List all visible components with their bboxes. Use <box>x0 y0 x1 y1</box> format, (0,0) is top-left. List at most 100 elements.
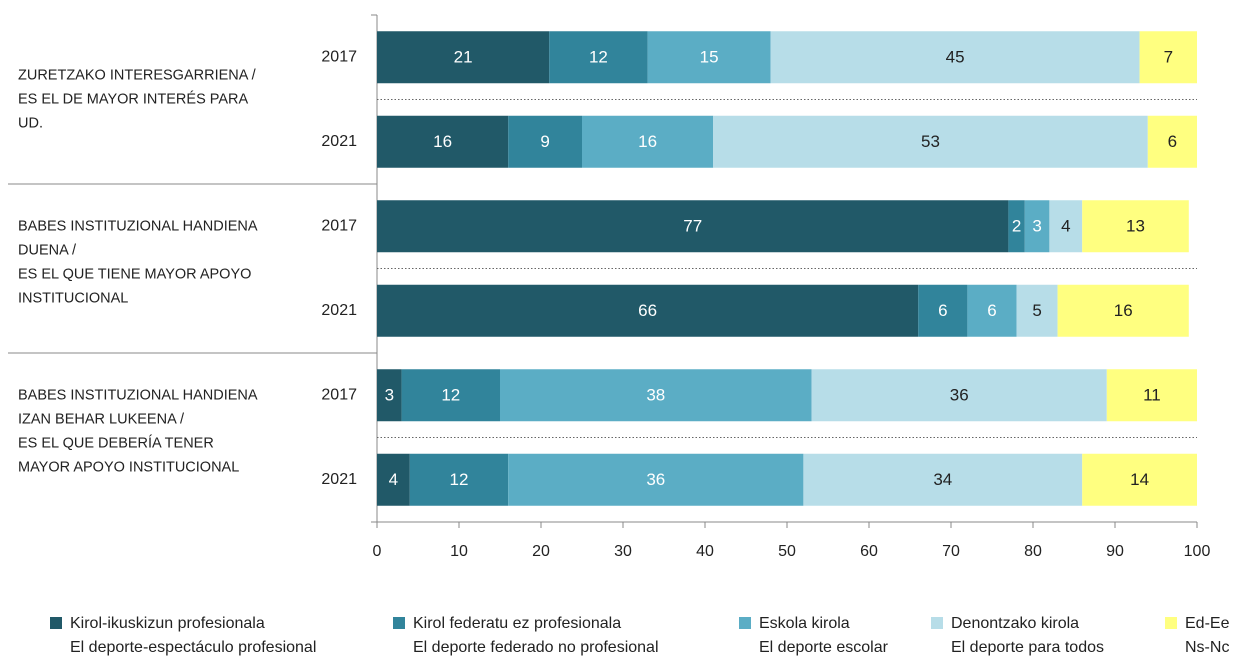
data-label: 6 <box>987 301 996 320</box>
group-label: BABES INSTITUZIONAL HANDIENA <box>18 387 258 403</box>
data-label: 77 <box>683 217 702 236</box>
data-label: 5 <box>1032 301 1041 320</box>
data-label: 6 <box>1168 132 1177 151</box>
data-label: 21 <box>454 48 473 67</box>
data-label: 11 <box>1143 386 1161 405</box>
x-tick-label: 80 <box>1024 543 1042 560</box>
bar-segment <box>377 284 919 337</box>
data-label: 36 <box>646 470 665 489</box>
x-tick-label: 70 <box>942 543 960 560</box>
data-label: 13 <box>1126 217 1145 236</box>
legend-label: El deporte escolar <box>759 639 889 656</box>
data-label: 6 <box>938 301 947 320</box>
legend-label: Kirol-ikuskizun profesionala <box>70 615 265 632</box>
bar-segment <box>647 31 771 84</box>
bar-segment <box>770 31 1140 84</box>
bar-segment <box>508 115 582 168</box>
x-tick-label: 0 <box>373 543 382 560</box>
data-label: 7 <box>1164 48 1173 67</box>
data-label: 3 <box>1032 217 1041 236</box>
legend-swatch <box>393 617 405 629</box>
legend-label: Kirol federatu ez profesionala <box>413 615 621 632</box>
bar-segment <box>1024 200 1050 253</box>
bar-segment <box>377 200 1009 253</box>
x-tick-label: 30 <box>614 543 632 560</box>
legend-label: Ed-Ee <box>1185 615 1230 632</box>
bar-segment <box>1057 284 1189 337</box>
bar-segment <box>508 453 804 506</box>
bar-segment <box>1016 284 1058 337</box>
data-label: 14 <box>1130 470 1149 489</box>
data-label: 16 <box>638 132 657 151</box>
group-label: IZAN BEHAR LUKEENA / <box>18 411 185 427</box>
x-tick-label: 60 <box>860 543 878 560</box>
legend-label: Denontzako kirola <box>951 615 1079 632</box>
bar-segment <box>918 284 968 337</box>
data-label: 66 <box>638 301 657 320</box>
legend-swatch <box>739 617 751 629</box>
bar-segment <box>1147 115 1197 168</box>
legend-label: Ns-Nc <box>1185 639 1229 656</box>
y-tick-label: 2017 <box>321 48 357 65</box>
data-label: 15 <box>700 48 719 67</box>
data-label: 12 <box>450 470 469 489</box>
y-tick-label: 2021 <box>321 133 357 150</box>
group-label: ES EL QUE TIENE MAYOR APOYO <box>18 266 251 282</box>
group-label: BABES INSTITUZIONAL HANDIENA <box>18 218 258 234</box>
legend-swatch <box>50 617 62 629</box>
x-tick-label: 100 <box>1184 543 1211 560</box>
bar-segment <box>500 369 812 422</box>
data-label: 16 <box>433 132 452 151</box>
legend-label: El deporte federado no profesional <box>413 639 659 656</box>
legend-swatch <box>931 617 943 629</box>
x-tick-label: 90 <box>1106 543 1124 560</box>
bar-segment <box>1049 200 1083 253</box>
x-tick-label: 20 <box>532 543 550 560</box>
x-tick-label: 50 <box>778 543 796 560</box>
data-label: 38 <box>646 386 665 405</box>
y-tick-label: 2021 <box>321 471 357 488</box>
bar-segment <box>401 369 500 422</box>
legend-swatch <box>1165 617 1177 629</box>
legend-label: Eskola kirola <box>759 615 850 632</box>
group-label: MAYOR APOYO INSTITUCIONAL <box>18 459 239 475</box>
bar-segment <box>803 453 1083 506</box>
group-label: UD. <box>18 115 43 131</box>
legend-label: El deporte para todos <box>951 639 1104 656</box>
bar-segment <box>967 284 1017 337</box>
data-label: 12 <box>589 48 608 67</box>
data-label: 3 <box>385 386 394 405</box>
bar-segment <box>377 453 410 506</box>
group-label: INSTITUCIONAL <box>18 290 128 306</box>
data-label: 36 <box>950 386 969 405</box>
bar-segment <box>377 369 402 422</box>
bar-segment <box>1082 200 1189 253</box>
data-label: 45 <box>946 48 965 67</box>
group-label: DUENA / <box>18 242 77 258</box>
data-label: 2 <box>1012 217 1021 236</box>
data-label: 53 <box>921 132 940 151</box>
group-label: ES EL DE MAYOR INTERÉS PARA <box>18 90 249 107</box>
bar-segment <box>1008 200 1025 253</box>
data-label: 12 <box>441 386 460 405</box>
data-label: 34 <box>933 470 952 489</box>
data-label: 9 <box>540 132 549 151</box>
bar-segment <box>1106 369 1197 422</box>
bar-segment <box>1082 453 1197 506</box>
group-label: ES EL QUE DEBERÍA TENER <box>18 434 214 451</box>
data-label: 4 <box>389 470 398 489</box>
bar-segment <box>811 369 1107 422</box>
data-label: 16 <box>1114 301 1133 320</box>
bar-segment <box>377 115 509 168</box>
y-tick-label: 2017 <box>321 386 357 403</box>
legend-label: El deporte-espectáculo profesional <box>70 639 316 656</box>
group-label: ZURETZAKO INTERESGARRIENA / <box>18 67 257 83</box>
y-tick-label: 2021 <box>321 302 357 319</box>
bar-segment <box>409 453 509 506</box>
bar-segment <box>377 31 550 84</box>
data-label: 4 <box>1061 217 1070 236</box>
bar-segment <box>1139 31 1197 84</box>
bar-segment <box>549 31 648 84</box>
bar-segment <box>582 115 714 168</box>
